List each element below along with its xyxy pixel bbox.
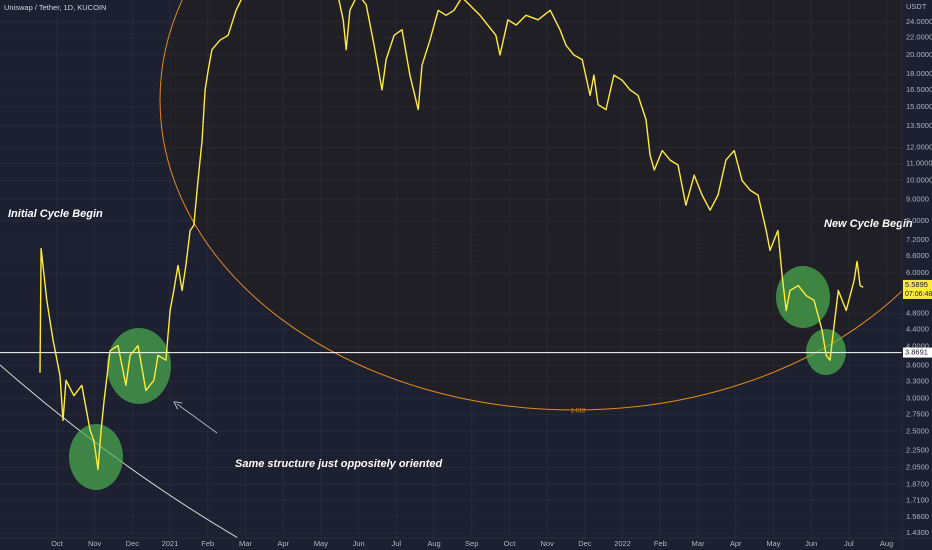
fib-ellipse (159, 0, 902, 411)
y-tick-label: 6.0000 (906, 268, 929, 277)
x-tick-label: Nov (88, 539, 102, 548)
last-price-label: 5.5895 (905, 280, 928, 289)
y-tick-label: 11.0000 (906, 158, 932, 167)
y-tick-label: 2.2500 (906, 446, 929, 455)
x-tick-label: Jul (392, 539, 402, 548)
y-tick-label: 15.0000 (906, 102, 932, 111)
annotation: Initial Cycle Begin (8, 208, 103, 220)
y-tick-label: 18.0000 (906, 69, 932, 78)
highlight-circle (107, 328, 171, 404)
x-tick-label: Feb (654, 539, 667, 548)
y-tick-label: 22.0000 (906, 33, 932, 42)
y-tick-label: 16.5000 (906, 85, 932, 94)
x-tick-label: May (314, 539, 328, 548)
y-tick-label: 24.0000 (906, 17, 932, 26)
y-tick-label: 4.4000 (906, 324, 929, 333)
x-tick-label: Aug (427, 539, 440, 548)
y-tick-label: 12.0000 (906, 143, 932, 152)
x-tick-label: Apr (730, 539, 742, 548)
y-tick-label: 2.7500 (906, 409, 929, 418)
y-tick-label: 7.2000 (906, 235, 929, 244)
y-tick-label: 4.0000 (906, 342, 929, 351)
price-line (39, 0, 864, 471)
y-tick-label: 2.5000 (906, 427, 929, 436)
x-tick-label: Sep (465, 539, 478, 548)
x-tick-label: 2021 (162, 539, 179, 548)
y-tick-label: 20.0000 (906, 50, 932, 59)
arrow (177, 404, 218, 434)
x-tick-label: Jul (844, 539, 854, 548)
y-tick-label: 1.8700 (906, 479, 929, 488)
y-tick-label: 1.4300 (906, 528, 929, 537)
x-tick-label: Apr (277, 539, 289, 548)
y-tick-label: 2.0500 (906, 463, 929, 472)
x-tick-label: Feb (201, 539, 214, 548)
y-tick-label: 3.0000 (906, 394, 929, 403)
level-label-box (903, 347, 932, 358)
x-tick-label: Oct (504, 539, 517, 548)
x-tick-label: Dec (126, 539, 140, 548)
countdown-label: 07:06:48 (905, 291, 932, 298)
y-tick-label: 1.5600 (906, 512, 929, 521)
x-tick-label: Jun (353, 539, 365, 548)
y-tick-label: 8.0000 (906, 216, 929, 225)
x-tick-label: 2022 (614, 539, 631, 548)
annotation: New Cycle Begin (824, 218, 913, 230)
level-label: 3.8691 (905, 348, 928, 357)
x-tick-label: Dec (578, 539, 592, 548)
y-tick-label: 10.0000 (906, 176, 932, 185)
plot (0, 0, 902, 471)
y-tick-label: 3.3000 (906, 376, 929, 385)
annotation: Same structure just oppositely oriented (235, 458, 442, 470)
x-tick-label: Mar (692, 539, 705, 548)
fib-label: 1.618 (570, 409, 586, 415)
x-tick-label: Oct (51, 539, 64, 548)
y-axis-label: USDT (906, 2, 927, 11)
y-tick-label: 9.0000 (906, 195, 929, 204)
highlight-circle (776, 266, 830, 328)
y-tick-label: 13.5000 (906, 121, 932, 130)
last-price-box (903, 279, 932, 299)
y-tick-label: 4.8000 (906, 309, 929, 318)
x-tick-label: Mar (239, 539, 252, 548)
y-tick-label: 6.6000 (906, 251, 929, 260)
y-tick-label: 1.7100 (906, 495, 929, 504)
x-tick-label: Aug (880, 539, 893, 548)
x-tick-label: Jun (805, 539, 817, 548)
y-tick-label: 3.6000 (906, 361, 929, 370)
x-tick-label: May (766, 539, 780, 548)
chart-title: Uniswap / Tether, 1D, KUCOIN (4, 3, 106, 12)
x-tick-label: Nov (540, 539, 554, 548)
